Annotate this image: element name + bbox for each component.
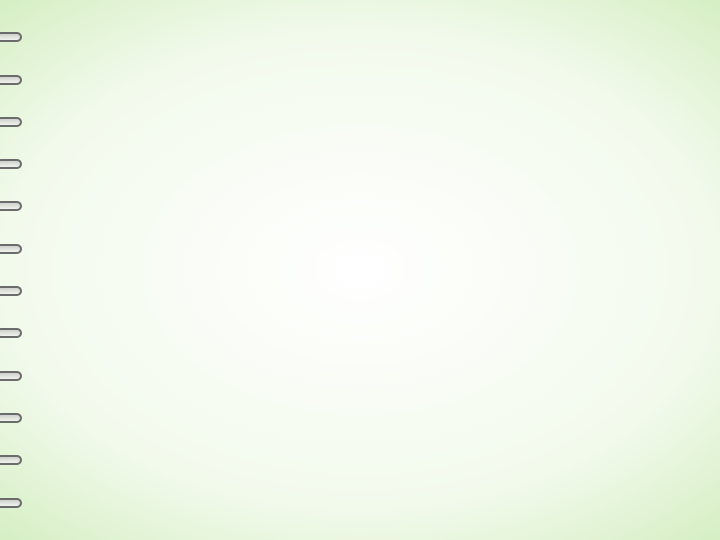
spiral-binding	[0, 0, 26, 540]
slide-surface	[0, 0, 720, 540]
